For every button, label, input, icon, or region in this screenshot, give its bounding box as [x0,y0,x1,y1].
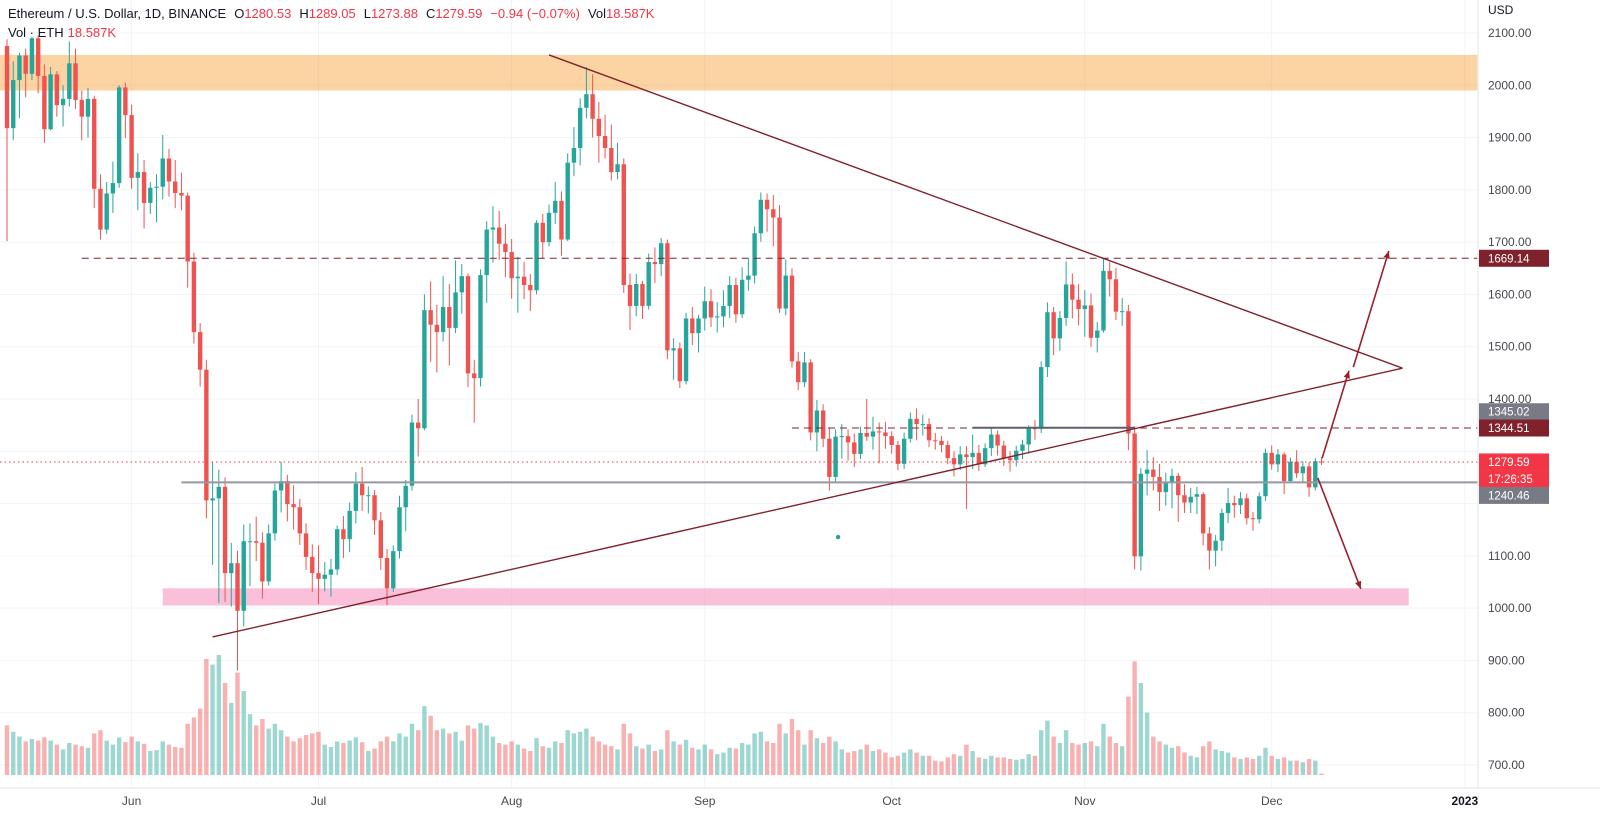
price-axis[interactable]: USD 2100.00 2000.00 1900.00 1800.00 1700.00 16… [1477,0,1549,788]
support-zone[interactable] [162,588,1409,606]
price-tick: 1900.00 [1488,131,1532,145]
price-badge-17-26-35: 17:26:35 [1479,470,1549,488]
volume-study-label[interactable]: Vol · ETH [8,25,64,40]
price-tick: 1800.00 [1488,183,1532,197]
legend-volume-row: Vol · ETH 18.587K [8,23,654,42]
time-tick-Sep: Sep [694,794,716,808]
price-badge-1240-46: 1240.46 [1479,486,1549,504]
price-tick: 1500.00 [1488,340,1532,354]
time-tick-Jun: Jun [122,794,141,808]
high-label: H [299,6,309,21]
drawings-layer [0,54,1478,638]
close-value: 1279.59 [435,6,483,21]
arrow-up-mid[interactable] [1321,370,1350,459]
change-value: −0.94 (−0.07%) [490,6,580,21]
arrow-down-low[interactable] [1317,477,1362,590]
resistance-zone[interactable] [0,54,1478,91]
open-value: 1280.53 [244,6,292,21]
price-tick: 1000.00 [1488,601,1532,615]
close-label: C [425,6,436,21]
arrow-up-high[interactable] [1352,250,1390,368]
svg-text:1669.14: 1669.14 [1488,253,1530,265]
price-tick: 1100.00 [1488,549,1531,563]
price-tick: 2000.00 [1488,78,1532,92]
open-label: O [234,6,245,21]
time-tick-Dec: Dec [1261,794,1282,808]
price-badge-1279-59: 1279.59 [1479,453,1549,471]
volume-layer [4,655,1324,775]
price-tick: 700.00 [1488,758,1525,772]
svg-text:1240.46: 1240.46 [1488,490,1530,502]
volume-inline-value: 18.587K [606,6,655,21]
time-tick-Nov: Nov [1074,794,1095,808]
time-tick-Aug: Aug [501,794,522,808]
price-axis-currency: USD [1488,3,1514,17]
ascending-trendline[interactable] [212,367,1403,638]
symbol-title[interactable]: Ethereum / U.S. Dollar, 1D, BINANCE [8,6,227,21]
candles-layer [4,35,1324,671]
low-value: 1273.88 [370,6,418,21]
ohlc-high: H1289.05 [299,6,355,21]
svg-text:1279.59: 1279.59 [1488,457,1530,469]
time-axis[interactable]: Jun Jul Aug Sep Oct Nov Dec 2023 [0,787,1600,808]
price-tick: 800.00 [1488,706,1525,720]
time-tick-Oct: Oct [882,794,901,808]
time-tick-2023: 2023 [1451,794,1478,808]
price-badge-1345-02: 1345.02 [1479,403,1549,421]
chart-legend: Ethereum / U.S. Dollar, 1D, BINANCE O128… [8,4,654,42]
volume-study-value: 18.587K [67,25,117,40]
volume-inline-label: Vol [587,6,607,21]
price-tick: 1700.00 [1488,235,1532,249]
high-value: 1289.05 [308,6,356,21]
ohlc-open: O1280.53 [234,6,291,21]
price-tick: 1600.00 [1488,287,1532,301]
ohlc-low: L1273.88 [364,6,418,21]
grid-layer [0,0,1478,788]
low-label: L [363,6,371,21]
time-tick-Jul: Jul [311,794,326,808]
ohlc-close: C1279.59 [426,6,482,21]
price-tick: 900.00 [1488,653,1525,667]
svg-text:1345.02: 1345.02 [1488,407,1530,419]
descending-trendline[interactable] [548,54,1403,369]
price-tick: 2100.00 [1488,26,1532,40]
dot-marker[interactable] [835,534,841,540]
price-badge-1344-51: 1344.51 [1479,419,1549,437]
zones-layer [0,54,1478,606]
svg-text:1344.51: 1344.51 [1488,423,1530,435]
price-badge-1669-14: 1669.14 [1479,249,1549,267]
svg-text:17:26:35: 17:26:35 [1488,474,1533,486]
legend-main-row: Ethereum / U.S. Dollar, 1D, BINANCE O128… [8,4,654,23]
volume-inline: Vol18.587K [588,6,655,21]
price-tick: 1400.00 [1488,392,1532,406]
